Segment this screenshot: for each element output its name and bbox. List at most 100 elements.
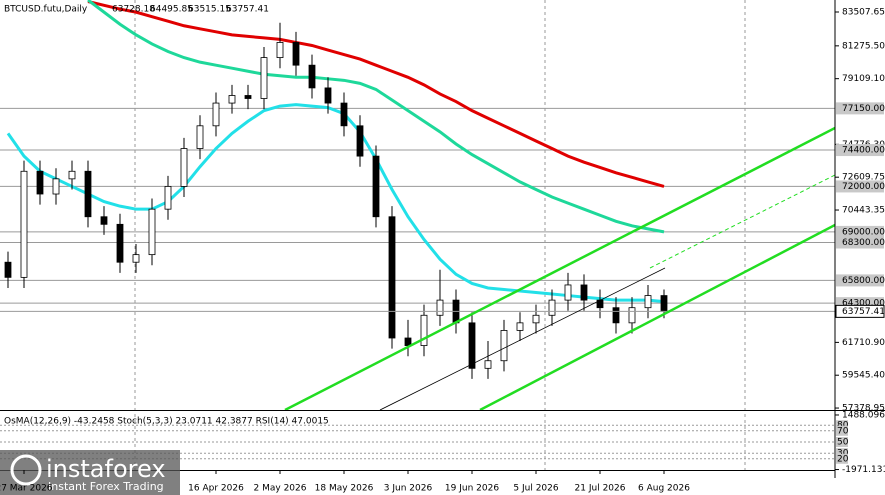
candle-body [84,170,92,218]
candle-body [468,322,476,369]
y-tick-label: 57378.95 [842,404,885,414]
candle-body [580,284,588,301]
y-tick-label: 81275.50 [842,41,885,51]
candle-body [532,314,540,324]
candle-body [132,254,140,263]
candle-body [52,178,60,195]
level-label: 65800.00 [842,276,885,286]
candle-body [500,330,508,362]
trend-channel [284,126,835,410]
y-tick-label: 72609.75 [842,173,885,183]
indicator-tick-label: 1488.0968 [842,410,885,420]
candle-body [308,64,316,89]
moving-average [87,0,665,188]
level-label: 64300.00 [842,299,885,309]
ohlc-value: 63728.18 [112,5,155,15]
indicator-level-label: 50 [837,438,849,448]
level-box [836,236,884,249]
watermark-brand: instaforex [46,455,166,483]
candle-body [388,216,396,339]
indicator-title: OsMA(12,26,9) -43.2458 Stoch(5,3,3) 23.0… [4,417,329,427]
candle-body [356,125,364,157]
candle-body [564,284,572,301]
logo: instaforex Instant Forex Trading [0,450,180,495]
x-tick-label: 5 Jul 2026 [513,484,558,494]
candle-body [260,57,268,99]
y-tick-label: 61710.90 [842,338,885,348]
candle-body [516,322,524,331]
candle-body [372,155,380,218]
candle-body [228,95,236,104]
moving-average [87,0,665,234]
candle-body [164,186,172,210]
candle-body [628,307,636,324]
x-tick-label: 6 Aug 2026 [638,484,690,494]
level-box [836,102,884,115]
indicator-level-box [836,448,848,459]
ohlc-value: 63757.41 [226,5,269,15]
level-label: 74400.00 [842,146,885,156]
candle-body [612,307,620,324]
indicator-level-box [836,420,848,431]
candle-body [100,216,108,225]
x-tick-label: 3 Jun 2026 [384,484,433,494]
candle-body [548,299,556,316]
candle-body [36,170,44,195]
y-tick-label: 70443.35 [842,206,885,216]
indicator-level-box [836,425,848,436]
candle-body [404,337,412,346]
candle-body [212,102,220,127]
candle-body [116,223,124,263]
indicator-tick-label: -1971.1314 [842,465,885,475]
candle-body [420,314,428,346]
x-tick-label: 2 May 2026 [254,484,307,494]
indicator-level-label: 30 [837,449,849,459]
candle-body [244,95,252,99]
watermark-tagline: Instant Forex Trading [48,480,164,493]
level-box [836,274,884,287]
symbol: BTCUSD.futu,Daily [4,5,88,15]
indicator-level-label: 20 [837,454,849,464]
candle-body [484,360,492,369]
price-panel [0,0,835,379]
candle-body [180,148,188,187]
y-tick-label: 59545.40 [842,371,885,381]
x-tick-label: 21 Jul 2026 [575,484,626,494]
level-box [836,180,884,193]
candle-body [68,170,76,180]
y-tick-label: 83507.65 [842,8,885,18]
candle-body [436,299,444,316]
candle-body [644,295,652,309]
x-tick-label: 27 Mar 2026 [0,484,53,494]
vertical-separators [134,0,746,470]
candle-body [148,208,156,256]
candle-body [660,295,668,312]
candle-body [276,42,284,58]
candle-body [196,125,204,149]
level-box [836,225,884,238]
level-label: 72000.00 [842,182,885,192]
candle-body [4,261,12,278]
candle-body [324,87,332,104]
indicator-level-box [836,437,848,447]
level-label: 77150.00 [842,104,885,114]
y-tick-label: 79109.10 [842,74,885,84]
moving-average [6,103,665,304]
current-price-label: 63757.41 [842,307,885,317]
indicator-level-box [836,453,848,464]
candle-body [340,102,348,127]
x-tick-label: 16 Apr 2026 [188,484,244,494]
x-tick-label: 19 Jun 2026 [445,484,499,494]
x-tick-label: 18 May 2026 [315,484,374,494]
level-label: 68300.00 [842,238,885,248]
indicator-level-label: 70 [837,426,849,436]
current-price-box [835,304,885,318]
indicator-level-label: 80 [837,421,849,431]
ohlc-value: 63515.15 [188,5,231,15]
candle-body [20,170,28,278]
level-box [836,144,884,157]
